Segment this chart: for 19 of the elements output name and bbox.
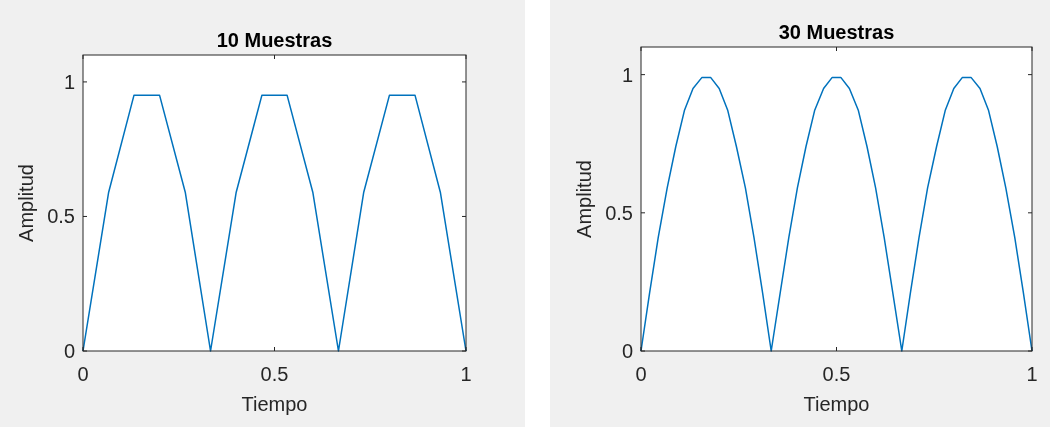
x-tick-label: 0.5 xyxy=(260,363,289,385)
y-tick-label: 0 xyxy=(63,340,75,362)
y-tick-label: 1 xyxy=(63,70,75,93)
y-tick-label: 0.5 xyxy=(605,201,633,224)
y-tick-label: 1 xyxy=(621,63,633,86)
x-tick-label: 1 xyxy=(1026,363,1038,385)
x-tick-label: 1 xyxy=(460,363,472,385)
x-axis-title: Tiempo xyxy=(241,393,308,415)
x-tick-label: 0 xyxy=(635,363,647,385)
chart-title: 30 Muestras xyxy=(778,21,895,43)
x-axis-title: Tiempo xyxy=(803,393,870,415)
line-series xyxy=(640,76,1033,352)
y-tick-label: 0.5 xyxy=(47,205,75,228)
x-tick-label: 0.5 xyxy=(822,363,851,385)
y-axis-title: Amplitud xyxy=(573,160,595,238)
y-axis-title: Amplitud xyxy=(15,164,37,242)
x-tick-label: 0 xyxy=(77,363,89,385)
y-tick-label: 0 xyxy=(621,340,633,362)
chart-title: 10 Muestras xyxy=(216,29,333,51)
